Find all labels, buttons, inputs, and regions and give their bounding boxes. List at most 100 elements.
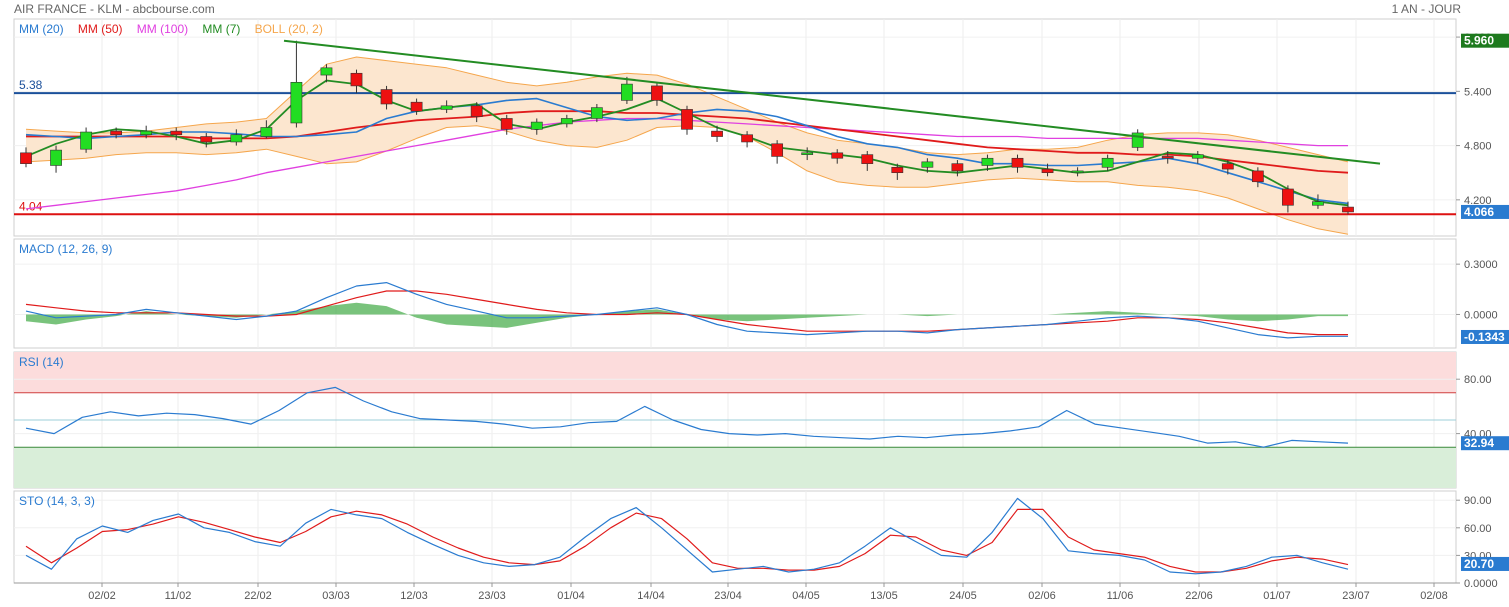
candle — [891, 163, 904, 180]
chart-title: AIR FRANCE - KLM - abcbourse.com — [14, 2, 215, 16]
candle-body — [1282, 188, 1294, 206]
last-value-badge-bg — [1461, 204, 1509, 219]
sto-last-badge: 20.70 — [1464, 557, 1494, 571]
candle-body — [771, 143, 784, 157]
candle-body — [1342, 206, 1354, 213]
y-tick-label: 4.200 — [1464, 195, 1492, 207]
x-tick-label: 02/08 — [1420, 590, 1448, 602]
max-value-badge-bg — [1461, 33, 1509, 48]
candle-body — [1312, 201, 1324, 206]
candle — [470, 102, 483, 123]
x-tick-label: 23/07 — [1342, 590, 1370, 602]
y-tick-label: 4.800 — [1464, 141, 1492, 153]
last-value-badge: 4.066 — [1464, 205, 1494, 219]
candle — [1251, 167, 1264, 188]
candle — [320, 64, 333, 83]
x-tick-label: 11/02 — [165, 590, 192, 602]
candle — [1312, 194, 1324, 209]
sto-d-line — [25, 508, 1349, 573]
candle-body — [981, 157, 994, 166]
candle-body — [380, 89, 393, 105]
candle — [831, 149, 844, 164]
candle — [1131, 129, 1144, 152]
x-tick-label: 01/04 — [557, 590, 585, 602]
candle-body — [110, 130, 123, 136]
candle-body — [1131, 132, 1144, 148]
x-tick-label: 23/03 — [478, 590, 506, 602]
candle-body — [590, 107, 603, 119]
x-tick-label: 12/03 — [400, 590, 428, 602]
candle-body — [921, 161, 934, 168]
candle-body — [1071, 170, 1084, 174]
candle — [711, 125, 723, 142]
legend-entry: MM (50) — [78, 22, 123, 36]
x-tick-label: 22/06 — [1185, 590, 1213, 602]
candle — [110, 127, 123, 139]
legend-entry: BOLL (20, 2) — [255, 22, 323, 36]
legend-entry: RSI (14) — [19, 355, 64, 369]
candle — [1191, 151, 1204, 164]
candle — [290, 40, 303, 128]
candle — [20, 147, 32, 168]
macd-last-badge: -0.1343 — [1464, 330, 1505, 344]
candle-body — [1161, 156, 1174, 159]
candle — [560, 114, 573, 128]
y-tick-label: 0.3000 — [1464, 259, 1498, 271]
candle — [380, 85, 393, 110]
candle — [1041, 163, 1054, 177]
bollinger-upper-line — [25, 56, 1349, 163]
candle — [1071, 167, 1084, 177]
x-tick-label: 04/05 — [792, 590, 820, 602]
candle-body — [831, 152, 844, 159]
candle — [1011, 154, 1024, 173]
candle — [951, 160, 964, 177]
legend-entry: MACD (12, 26, 9) — [19, 242, 112, 256]
y-tick-label: 5.400 — [1464, 86, 1492, 98]
candle — [651, 82, 663, 106]
candle-body — [560, 118, 573, 125]
candle-body — [1251, 170, 1264, 183]
pane-frame-price — [13, 18, 1457, 237]
candle — [260, 120, 273, 139]
candle-body — [170, 130, 183, 136]
macd-signal-line — [25, 290, 1348, 336]
candle-body — [1101, 157, 1114, 168]
candle-body — [621, 83, 633, 101]
hline-label: 4.04 — [19, 199, 43, 213]
candle — [801, 147, 814, 161]
x-tick-label: 03/03 — [322, 590, 350, 602]
x-tick-label: 22/02 — [244, 590, 272, 602]
candle — [771, 140, 784, 164]
y-tick-label: 0.0000 — [1464, 309, 1498, 321]
y-tick-label: 90.00 — [1464, 495, 1492, 507]
candle — [1221, 160, 1234, 175]
x-tick-label: 02/06 — [1028, 590, 1056, 602]
candle-body — [320, 67, 333, 76]
candle-body — [230, 134, 243, 143]
y-tick-label: 80.00 — [1464, 374, 1492, 386]
candle-body — [530, 121, 543, 130]
candle-body — [741, 134, 753, 143]
rsi-last-badge: 32.94 — [1464, 436, 1494, 450]
period-label[interactable]: 1 AN - JOUR — [1391, 2, 1461, 16]
macd-last-badge-bg — [1461, 329, 1509, 344]
x-tick-label: 23/04 — [714, 590, 742, 602]
sto-last-badge-bg — [1461, 556, 1509, 571]
x-tick-label: 14/04 — [637, 590, 665, 602]
candle — [590, 103, 603, 123]
sto-k-line — [25, 497, 1349, 575]
candle — [981, 154, 994, 171]
x-tick-label: 02/02 — [88, 590, 116, 602]
macd-histogram — [26, 302, 1348, 328]
x-tick-label: 01/07 — [1263, 590, 1291, 602]
candle-body — [200, 136, 213, 143]
candle-body — [440, 105, 453, 110]
candle-body — [1041, 168, 1054, 174]
candle — [500, 114, 513, 135]
candle-body — [80, 131, 92, 150]
candle — [350, 69, 363, 94]
x-tick-label: 13/05 — [870, 590, 898, 602]
candle-body — [681, 109, 693, 130]
candle — [170, 127, 183, 141]
candle-body — [861, 154, 874, 164]
